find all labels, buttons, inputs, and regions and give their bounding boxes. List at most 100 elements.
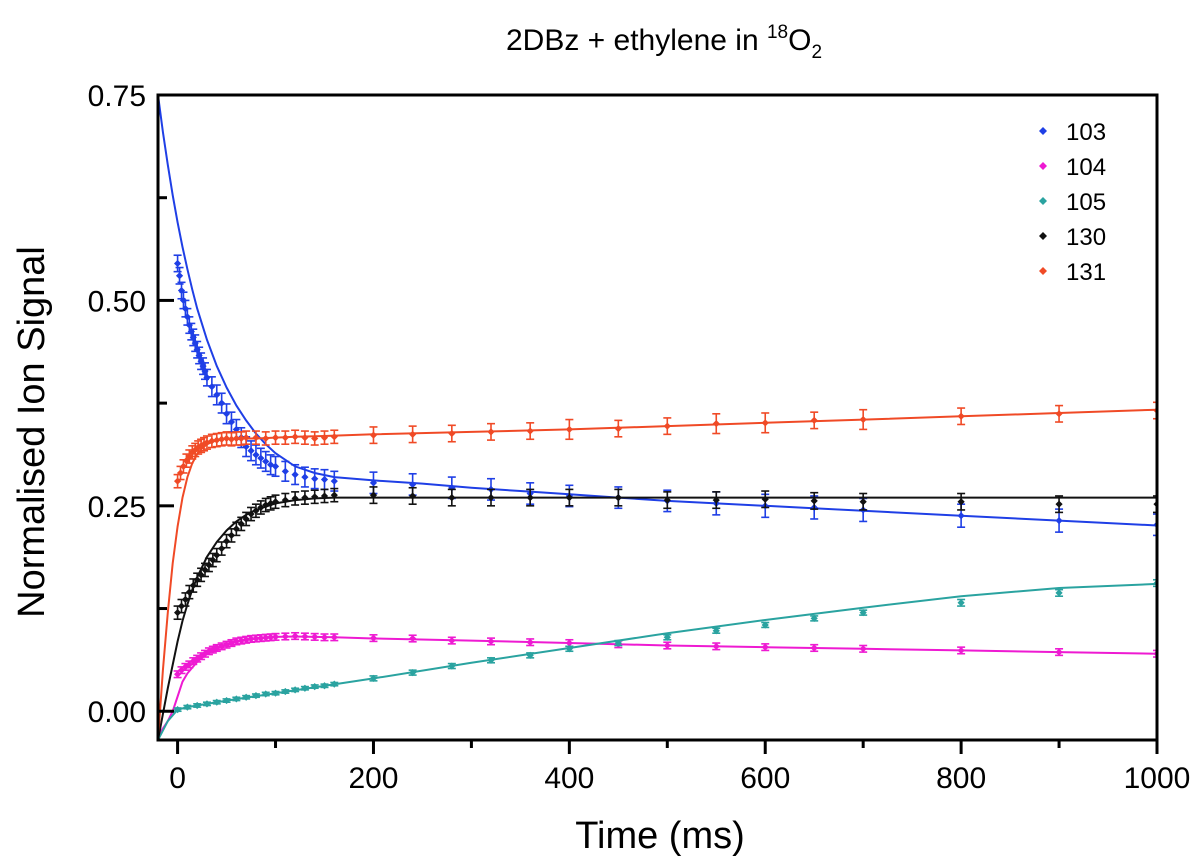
data-point-105	[565, 645, 573, 653]
data-point-103	[262, 457, 270, 466]
y-tick-label: 0.75	[88, 80, 146, 113]
data-point-104	[859, 645, 867, 653]
legend-item-103: 103	[1039, 119, 1106, 146]
data-point-104	[257, 634, 265, 642]
data-point-130	[614, 494, 622, 502]
data-point-130	[252, 507, 260, 515]
data-point-104	[189, 657, 197, 665]
data-point-104	[448, 636, 456, 645]
series-131	[158, 401, 1157, 740]
data-point-104	[957, 646, 965, 655]
chart-title-superscript: 18	[767, 22, 788, 43]
y-axis-label: Normalised Ion Signal	[11, 246, 53, 618]
data-point-103	[242, 443, 250, 451]
data-point-104	[291, 632, 299, 640]
x-tick-label: 400	[544, 762, 594, 795]
error-bar-105	[1153, 578, 1157, 588]
data-point-130	[1055, 500, 1063, 508]
data-point-130	[227, 531, 236, 540]
data-point-131	[301, 434, 309, 442]
data-point-131	[203, 438, 211, 447]
data-point-130	[369, 491, 378, 499]
data-point-105	[409, 669, 417, 677]
data-point-131	[311, 434, 319, 443]
fit-line-105	[158, 582, 1157, 740]
series-105	[158, 578, 1157, 740]
data-point-130	[218, 544, 226, 553]
data-point-131	[213, 436, 221, 444]
data-point-130	[213, 551, 221, 559]
data-point-130	[810, 497, 818, 505]
data-point-130	[205, 561, 213, 569]
fit-line-130	[158, 496, 1157, 740]
legend-marker	[1039, 267, 1047, 275]
data-point-104	[271, 633, 280, 641]
series-130	[158, 486, 1157, 740]
data-point-131	[369, 431, 378, 439]
data-point-103	[957, 512, 965, 520]
data-point-130	[197, 571, 205, 579]
data-point-105	[262, 690, 270, 698]
data-point-131	[409, 430, 417, 438]
data-point-131	[291, 433, 299, 441]
data-point-105	[448, 662, 456, 670]
y-tick-label: 0.25	[88, 491, 146, 524]
error-bar-104	[1153, 649, 1157, 658]
legend-label: 104	[1066, 154, 1106, 181]
legend-label: 130	[1066, 224, 1106, 251]
data-point-130	[237, 520, 245, 528]
data-point-104	[369, 634, 378, 642]
data-point-104	[1055, 648, 1063, 656]
y-tick-label: 0.00	[88, 696, 146, 729]
data-point-103	[320, 475, 329, 484]
data-point-131	[281, 434, 289, 442]
data-point-131	[252, 434, 260, 442]
data-point-131	[448, 429, 456, 438]
data-point-105	[232, 695, 240, 703]
data-point-105	[614, 639, 622, 647]
data-point-131	[185, 452, 193, 461]
data-point-130	[712, 496, 720, 504]
data-point-131	[663, 422, 671, 430]
data-point-105	[1055, 589, 1063, 597]
data-point-130	[487, 494, 495, 502]
data-point-131	[957, 412, 965, 420]
x-tick-label: 200	[348, 762, 398, 795]
chart-title-main: 2DBz + ethylene in	[506, 24, 767, 57]
data-point-105	[320, 682, 329, 690]
data-point-104	[197, 652, 205, 660]
data-point-130	[189, 581, 197, 590]
data-point-105	[281, 687, 289, 696]
data-point-105	[810, 614, 818, 622]
data-point-105	[242, 693, 250, 701]
data-point-130	[201, 566, 209, 574]
data-point-130	[448, 494, 456, 502]
data-point-130	[291, 494, 299, 503]
legend-marker	[1039, 162, 1047, 170]
data-point-105	[957, 599, 965, 607]
legend-item-104: 104	[1039, 154, 1106, 181]
data-point-104	[761, 643, 769, 651]
data-point-104	[330, 633, 338, 641]
data-point-130	[209, 556, 217, 564]
data-point-130	[409, 492, 417, 500]
data-point-131	[526, 427, 534, 435]
data-point-105	[311, 682, 319, 691]
data-point-131	[614, 424, 622, 433]
data-point-130	[267, 499, 275, 507]
y-tick-label: 0.50	[88, 285, 146, 318]
data-point-105	[712, 627, 720, 635]
data-point-104	[237, 636, 245, 645]
legend: 103 104 105 130 131	[1039, 119, 1106, 286]
data-point-103	[267, 461, 275, 469]
x-tick-label: 1000	[1124, 762, 1191, 795]
data-point-131	[237, 434, 245, 443]
data-point-104	[565, 639, 573, 647]
legend-marker	[1039, 232, 1047, 240]
error-bar-130	[1153, 495, 1157, 514]
data-point-131	[222, 434, 231, 443]
data-point-131	[200, 440, 208, 448]
data-point-105	[222, 696, 231, 705]
data-point-105	[213, 698, 221, 706]
data-point-131	[194, 443, 202, 452]
